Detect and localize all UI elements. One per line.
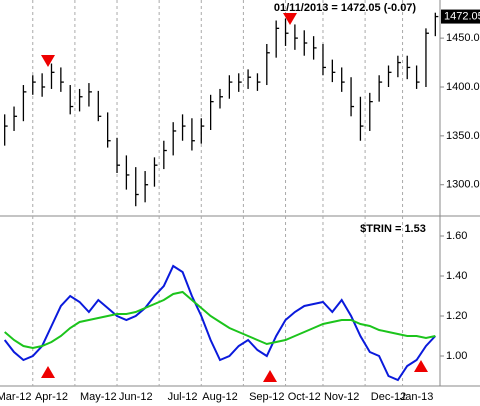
y-tick-label: 1.60 xyxy=(446,230,467,242)
x-tick-label: Mar-12 xyxy=(0,391,31,403)
sell-signal xyxy=(283,13,297,25)
indicator-line xyxy=(4,290,436,350)
y-tick-label: 1450.00 xyxy=(446,32,480,44)
trin-annotation: $TRIN = 1.53 xyxy=(360,223,426,235)
y-tick-label: 1300.00 xyxy=(446,179,480,191)
y-tick-label: 1350.00 xyxy=(446,130,480,142)
grid xyxy=(32,0,404,386)
last-value-box xyxy=(441,9,480,24)
buy-signal xyxy=(263,370,277,382)
indicator-line xyxy=(3,264,437,382)
x-tick-label: Nov-12 xyxy=(324,391,359,403)
buy-signal xyxy=(414,360,428,372)
x-tick-label: Apr-12 xyxy=(35,391,68,403)
y-tick-label: 1.00 xyxy=(446,350,467,362)
x-tick-label: Jun-12 xyxy=(119,391,153,403)
x-tick-label: Dec-12 xyxy=(371,391,406,403)
y-tick-label: 1.20 xyxy=(446,310,467,322)
x-tick-label: Jan-13 xyxy=(400,391,434,403)
price-annotation: 01/11/2013 = 1472.05 (-0.07) xyxy=(274,2,417,14)
x-tick-label: May-12 xyxy=(80,391,117,403)
x-tick-label: Aug-12 xyxy=(202,391,237,403)
x-tick-label: Oct-12 xyxy=(288,391,321,403)
x-tick-label: Jul-12 xyxy=(168,391,198,403)
y-tick-label: 1400.00 xyxy=(446,81,480,93)
y-tick-label: 1.40 xyxy=(446,270,467,282)
x-tick-label: Sep-12 xyxy=(249,391,284,403)
buy-signal xyxy=(41,366,55,378)
sell-signal xyxy=(41,55,55,67)
marks xyxy=(3,12,439,382)
last-value-label: 1472.05 xyxy=(444,10,480,22)
